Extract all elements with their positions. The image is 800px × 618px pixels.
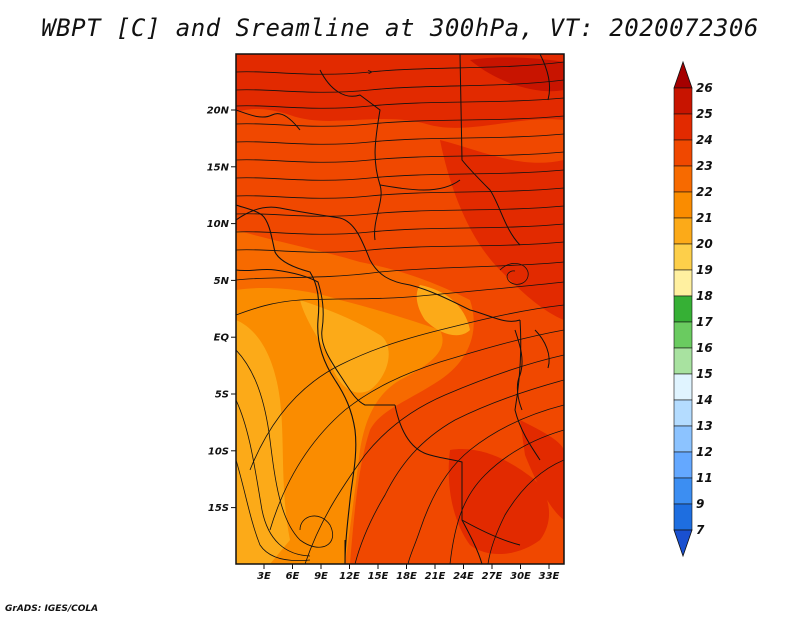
colorbar-segment xyxy=(673,87,693,115)
colorbar-segment xyxy=(673,191,693,219)
colorbar-segment xyxy=(673,425,693,453)
latitude-axis: 20N 15N 10N 5N EQ 5S 10S 15S xyxy=(207,106,236,514)
map-frame xyxy=(235,53,565,565)
colorbar: 26 25 24 23 22 21 20 19 18 17 16 15 14 13 12 11 9 7 xyxy=(673,60,713,558)
colorbar-label: 19 xyxy=(696,263,713,277)
lon-tick-label: 30E xyxy=(510,571,531,582)
credit-label: GrADS: IGES/COLA xyxy=(5,604,99,614)
lon-tick-label: 33E xyxy=(539,571,560,582)
longitude-axis: 3E 6E 9E 12E 15E 18E 21E 24E 27E 30E 33E xyxy=(257,564,560,582)
colorbar-segment xyxy=(673,113,693,141)
lat-tick-label: 5S xyxy=(215,390,229,401)
colorbar-label: 23 xyxy=(696,159,713,173)
colorbar-label: 16 xyxy=(696,341,713,355)
colorbar-segment xyxy=(673,503,693,531)
colorbar-segment xyxy=(673,295,693,323)
lon-tick-label: 6E xyxy=(286,571,300,582)
lon-tick-label: 24E xyxy=(453,571,474,582)
colorbar-label: 15 xyxy=(696,367,713,381)
colorbar-bottom-arrow xyxy=(673,529,693,558)
colorbar-segment xyxy=(673,269,693,297)
colorbar-label: 17 xyxy=(696,315,713,329)
colorbar-segment xyxy=(673,399,693,427)
colorbar-label: 14 xyxy=(696,393,713,407)
colorbar-segment xyxy=(673,373,693,401)
lat-tick-label: 15S xyxy=(208,503,229,514)
lon-tick-label: 27E xyxy=(482,571,503,582)
wbpt-field xyxy=(236,54,564,564)
lat-tick-label: 20N xyxy=(207,106,230,117)
colorbar-segment xyxy=(673,321,693,349)
colorbar-segment xyxy=(673,347,693,375)
colorbar-label: 18 xyxy=(696,289,713,303)
lon-tick-label: 15E xyxy=(368,571,389,582)
lon-tick-label: 9E xyxy=(314,571,328,582)
colorbar-label: 20 xyxy=(696,237,713,251)
lon-tick-label: 21E xyxy=(425,571,446,582)
chart-title: WBPT [C] and Sreamline at 300hPa, VT: 20… xyxy=(41,14,759,42)
lon-tick-label: 3E xyxy=(257,571,271,582)
colorbar-segment xyxy=(673,217,693,245)
colorbar-top-arrow xyxy=(673,60,693,89)
lat-tick-label: EQ xyxy=(214,333,230,344)
colorbar-label: 13 xyxy=(696,419,713,433)
streamlines xyxy=(236,61,564,564)
colorbar-label: 11 xyxy=(696,471,713,485)
colorbar-label: 9 xyxy=(696,497,704,511)
colorbar-segment xyxy=(673,165,693,193)
colorbar-segment xyxy=(673,477,693,505)
colorbar-label: 7 xyxy=(696,523,705,537)
colorbar-segment xyxy=(673,243,693,271)
colorbar-label: 25 xyxy=(696,107,713,121)
lat-tick-label: 5N xyxy=(214,276,230,287)
colorbar-label: 24 xyxy=(696,133,713,147)
colorbar-label: 26 xyxy=(696,81,713,95)
country-borders xyxy=(236,54,541,564)
lon-tick-label: 18E xyxy=(396,571,417,582)
lat-tick-label: 10S xyxy=(208,446,229,457)
colorbar-segment xyxy=(673,451,693,479)
colorbar-segment xyxy=(673,139,693,167)
colorbar-label: 12 xyxy=(696,445,713,459)
lat-tick-label: 10N xyxy=(207,219,230,230)
colorbar-label: 21 xyxy=(696,211,713,225)
lon-tick-label: 12E xyxy=(339,571,360,582)
lat-tick-label: 15N xyxy=(207,162,230,173)
colorbar-label: 22 xyxy=(696,185,713,199)
